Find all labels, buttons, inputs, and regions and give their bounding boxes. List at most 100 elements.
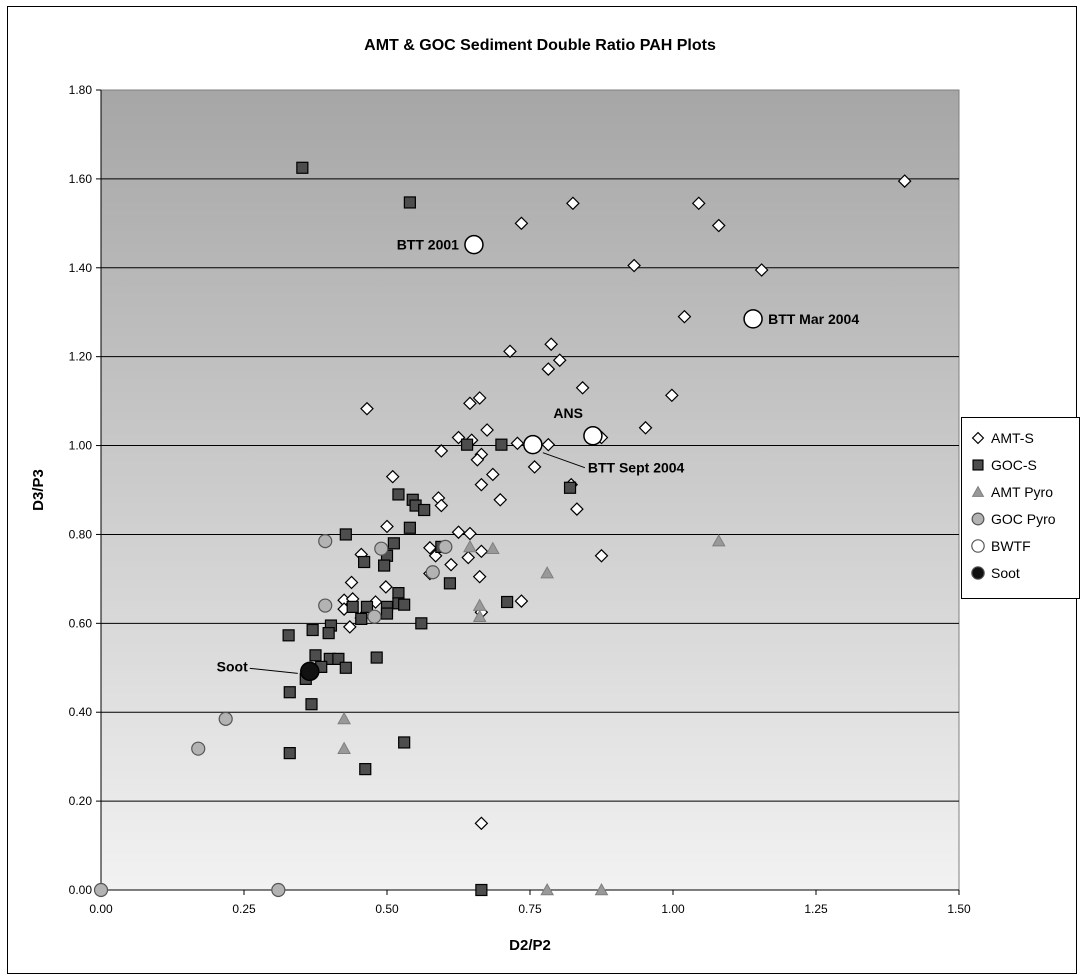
point-goc-s <box>398 598 411 611</box>
point-amt-s <box>627 258 641 273</box>
point-goc-s <box>403 521 416 534</box>
point-goc-s <box>460 438 474 451</box>
legend-svg: AMT-S GOC-S AMT Pyro GOC Pyro BWTF Soot <box>971 430 1056 581</box>
data-points <box>93 161 912 898</box>
y-tick-label: 1.20 <box>69 350 93 364</box>
point-goc-s <box>403 196 416 209</box>
point-goc-s <box>309 649 322 662</box>
point-goc-pyro <box>438 539 453 554</box>
point-amt-s <box>677 309 692 324</box>
y-tick-label: 1.80 <box>69 83 93 97</box>
point-amt-s <box>570 502 584 516</box>
point-bwtf <box>464 234 484 255</box>
point-amt-s <box>463 396 477 411</box>
y-tick-label: 1.40 <box>69 261 93 275</box>
point-goc-s <box>360 600 374 613</box>
x-tick-label: 1.50 <box>947 902 971 916</box>
point-amt-s <box>897 174 912 188</box>
point-amt-s <box>541 437 556 452</box>
point-amt-s <box>474 816 489 831</box>
point-goc-s <box>387 537 400 550</box>
point-goc-s <box>380 607 394 620</box>
point-goc-pyro <box>191 741 206 756</box>
tick-labels: 0.00 0.20 0.40 0.60 0.80 1.00 1.20 1.40 1.60 1.80… <box>69 83 971 916</box>
point-amt-s <box>385 469 400 484</box>
point-goc-s <box>358 555 371 569</box>
point-goc-s <box>283 686 296 699</box>
point-amt-s <box>444 557 458 572</box>
point-goc-s <box>305 698 318 711</box>
legend-label: Soot <box>991 565 1020 581</box>
point-amt-s <box>575 380 590 395</box>
point-goc-pyro <box>318 534 333 549</box>
point-amt-s <box>360 401 374 416</box>
point-goc-s <box>283 747 296 760</box>
annotation-label: Soot <box>217 658 248 674</box>
point-amt-s <box>552 353 567 368</box>
point-goc-s <box>306 623 319 637</box>
point-goc-s <box>398 736 411 749</box>
legend-marker <box>972 459 984 471</box>
point-goc-s <box>495 438 508 451</box>
annotation-leader <box>542 452 586 469</box>
point-amt-s <box>510 436 525 451</box>
legend-label: GOC-S <box>991 457 1037 473</box>
point-amt-s <box>566 196 580 211</box>
point-goc-s <box>418 503 431 517</box>
point-amt-s <box>594 548 609 563</box>
point-bwtf <box>743 309 763 329</box>
point-goc-s <box>296 161 309 174</box>
point-amt-s <box>541 362 556 376</box>
point-amt-s <box>380 519 394 534</box>
point-goc-pyro <box>218 711 233 726</box>
point-amt-s <box>711 218 726 233</box>
x-tick-label: 0.00 <box>89 902 113 916</box>
legend-marker <box>971 431 985 445</box>
legend-marker <box>971 485 985 497</box>
point-amt-s <box>544 337 559 352</box>
point-amt-s <box>342 620 357 634</box>
point-amt-s <box>470 452 485 467</box>
point-amt-s <box>514 594 529 608</box>
point-goc-s <box>443 577 457 590</box>
point-amt-s <box>379 580 393 594</box>
point-goc-s <box>392 488 405 501</box>
point-goc-pyro <box>271 882 286 898</box>
x-tick-label: 1.25 <box>804 902 828 916</box>
point-soot <box>300 661 320 682</box>
point-amt-pyro <box>337 741 351 754</box>
point-goc-s <box>339 661 352 674</box>
point-amt-s <box>485 467 500 482</box>
point-amt-pyro <box>485 541 500 554</box>
annotation-label: BTT Mar 2004 <box>768 311 859 327</box>
annotation-label: BTT Sept 2004 <box>588 460 685 476</box>
y-tick-label: 0.60 <box>69 616 93 630</box>
point-goc-pyro <box>93 882 109 898</box>
point-amt-s <box>434 498 449 513</box>
point-amt-pyro <box>594 882 609 896</box>
annotation-label: ANS <box>553 405 583 421</box>
annotations: BTT 2001 BTT Mar 2004 ANS BTT Sept 2004 Soot <box>217 237 860 675</box>
point-goc-s <box>355 612 368 625</box>
point-goc-s <box>359 763 372 776</box>
y-tick-label: 0.80 <box>69 527 93 541</box>
x-axis-label: D2/P2 <box>509 937 551 954</box>
point-goc-pyro <box>367 609 382 624</box>
point-goc-s <box>332 652 345 665</box>
annotation-label: BTT 2001 <box>397 237 459 253</box>
point-bwtf <box>523 434 543 455</box>
point-amt-s <box>493 492 508 507</box>
point-amt-s <box>451 525 466 540</box>
point-goc-s <box>282 629 295 642</box>
point-amt-s <box>472 391 487 405</box>
point-goc-s <box>339 528 352 541</box>
point-goc-pyro <box>374 541 389 556</box>
point-amt-pyro <box>711 534 726 547</box>
point-amt-s <box>638 420 653 435</box>
point-amt-s <box>665 388 679 403</box>
legend-label: GOC Pyro <box>991 511 1056 527</box>
y-axis-label: D3/P3 <box>30 469 47 511</box>
point-amt-pyro <box>472 609 487 622</box>
legend-label: AMT Pyro <box>991 484 1053 500</box>
